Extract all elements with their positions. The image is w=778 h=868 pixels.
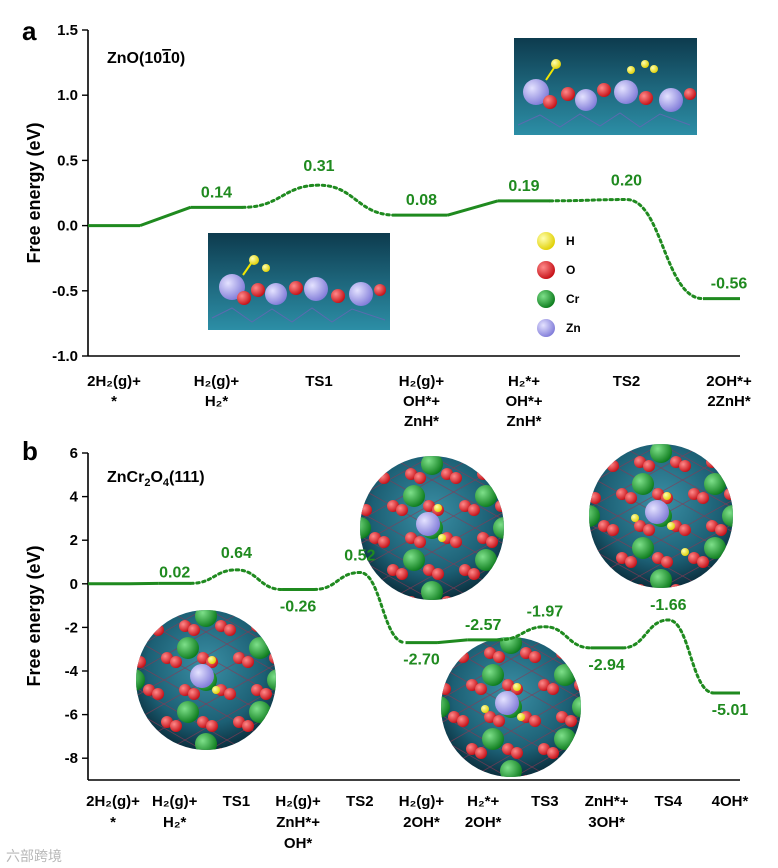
legend-swatch: [537, 261, 555, 279]
category-label: TS1: [223, 793, 251, 810]
energy-value-label: 0.08: [406, 192, 437, 209]
y-tick-label: -6: [65, 707, 78, 724]
legend-label: H: [566, 234, 575, 248]
energy-connector: [437, 638, 468, 645]
energy-value-label: 0.14: [201, 184, 232, 201]
category-label: ZnH*+ 3OH*: [585, 793, 629, 831]
y-tick-label: -8: [65, 750, 78, 767]
energy-value-label: -1.66: [650, 597, 687, 614]
panel-b-letter: b: [22, 436, 38, 466]
category-label: H₂*+ OH*+ ZnH*: [505, 373, 542, 430]
category-label: H₂(g)+ OH*+ ZnH*: [399, 373, 445, 430]
energy-value-label: 0.02: [159, 564, 190, 581]
energy-value-label: -1.97: [527, 604, 564, 621]
y-tick-label: 0: [70, 576, 78, 593]
energy-value-label: -0.26: [280, 598, 317, 615]
category-label: 2H₂(g)+ *: [87, 373, 141, 410]
category-label: H₂*+ 2OH*: [465, 793, 502, 831]
legend-swatch: [537, 319, 555, 337]
y-tick-label: 1.0: [57, 87, 78, 104]
legend-label: Cr: [566, 292, 580, 306]
category-label: H₂(g)+ H₂*: [152, 793, 198, 831]
energy-value-label: 0.19: [508, 178, 539, 195]
transition-state-curve: [241, 183, 397, 217]
energy-value-label: -2.70: [403, 652, 440, 669]
panel-b-category-labels: 2H₂(g)+ * H₂(g)+ H₂* TS1 H₂(g)+ ZnH*+ OH* TS2 H₂(…: [86, 793, 748, 852]
category-label: TS4: [655, 793, 683, 810]
panel-b-value-labels: 0.02 0.64 -0.26 0.52 -2.70 -2.57 -1.97 -2.94 -1.…: [159, 545, 748, 719]
energy-connector: [447, 199, 499, 217]
transition-state-curve: [189, 568, 284, 591]
structure-inset: [360, 456, 504, 600]
y-tick-label: 1.5: [57, 22, 78, 39]
panel-b-energy-profile: [88, 568, 740, 695]
energy-value-label: 0.31: [303, 158, 334, 175]
panel-a-atom-legend: H O Cr Zn: [537, 232, 581, 337]
panel-b-y-ticks: -8 -6 -4 -2 0 2 4 6: [65, 445, 88, 767]
y-tick-label: 6: [70, 445, 78, 462]
panel-a-inset-mid-structure: [208, 233, 390, 330]
watermark: 六部跨境: [6, 849, 62, 865]
category-label: 2H₂(g)+ *: [86, 793, 140, 831]
structure-inset: [441, 637, 581, 777]
category-label: H₂(g)+ ZnH*+ OH*: [275, 793, 321, 852]
panel-a-category-labels: 2H₂(g)+ * H₂(g)+ H₂* TS1 H₂(g)+ OH*+ ZnH* H₂*+ OH…: [87, 373, 752, 430]
category-label: TS2: [613, 373, 641, 390]
category-label: TS3: [531, 793, 559, 810]
panel-a: a -1.0-0.50.00.51.01.5 Free energy (eV) …: [22, 16, 752, 430]
transition-state-curve: [548, 198, 705, 301]
y-tick-label: -0.5: [52, 283, 78, 300]
y-tick-label: 4: [70, 489, 79, 506]
panel-b-y-axis-title: Free energy (eV): [24, 545, 44, 686]
category-label: H₂(g)+ H₂*: [194, 373, 240, 410]
panel-a-letter: a: [22, 16, 37, 46]
y-tick-label: 0.0: [57, 218, 78, 235]
category-label: 2OH*+ 2ZnH*: [706, 373, 752, 410]
structure-inset: [589, 444, 733, 588]
energy-value-label: 0.64: [221, 545, 252, 562]
y-tick-label: 2: [70, 532, 78, 549]
panel-a-value-labels: 0.14 0.31 0.08 0.19 0.20 -0.56: [201, 158, 747, 292]
legend-swatch: [537, 290, 555, 308]
panel-b-system-label: ZnCr2O4(111): [107, 469, 205, 489]
energy-value-label: -2.57: [465, 617, 502, 634]
energy-value-label: -2.94: [588, 657, 625, 674]
legend-swatch: [537, 232, 555, 250]
panel-a-y-axis-title: Free energy (eV): [24, 122, 44, 263]
legend-label: O: [566, 263, 575, 277]
panel-a-system-label: ZnO(1010): [107, 50, 185, 67]
energy-value-label: 0.20: [611, 173, 642, 190]
panel-b: b -8 -6 -4 -2 0 2 4 6 Free energy (eV) ZnCr2O4(…: [22, 436, 748, 852]
y-tick-label: -4: [65, 663, 79, 680]
panel-a-y-ticks: -1.0 -0.5 0.0 0.5 1.0 1.5: [52, 22, 88, 365]
category-label: 4OH*: [712, 793, 749, 810]
category-label: H₂(g)+ 2OH*: [399, 793, 445, 831]
category-label: TS2: [346, 793, 374, 810]
energy-value-label: -5.01: [712, 702, 749, 719]
transition-state-curve: [312, 570, 407, 645]
legend-label: Zn: [566, 321, 581, 335]
category-label: TS1: [305, 373, 333, 390]
energy-value-label: -0.56: [711, 276, 748, 293]
y-tick-label: -1.0: [52, 348, 78, 365]
y-tick-label: 0.5: [57, 152, 78, 169]
transition-state-curve: [621, 618, 716, 695]
transition-state-curve: [497, 625, 593, 650]
panel-a-energy-profile: [88, 183, 740, 301]
energy-connector: [139, 205, 192, 228]
energy-value-label: 0.52: [344, 547, 375, 564]
panel-a-inset-top-structure: [514, 38, 697, 135]
y-tick-label: -2: [65, 619, 78, 636]
